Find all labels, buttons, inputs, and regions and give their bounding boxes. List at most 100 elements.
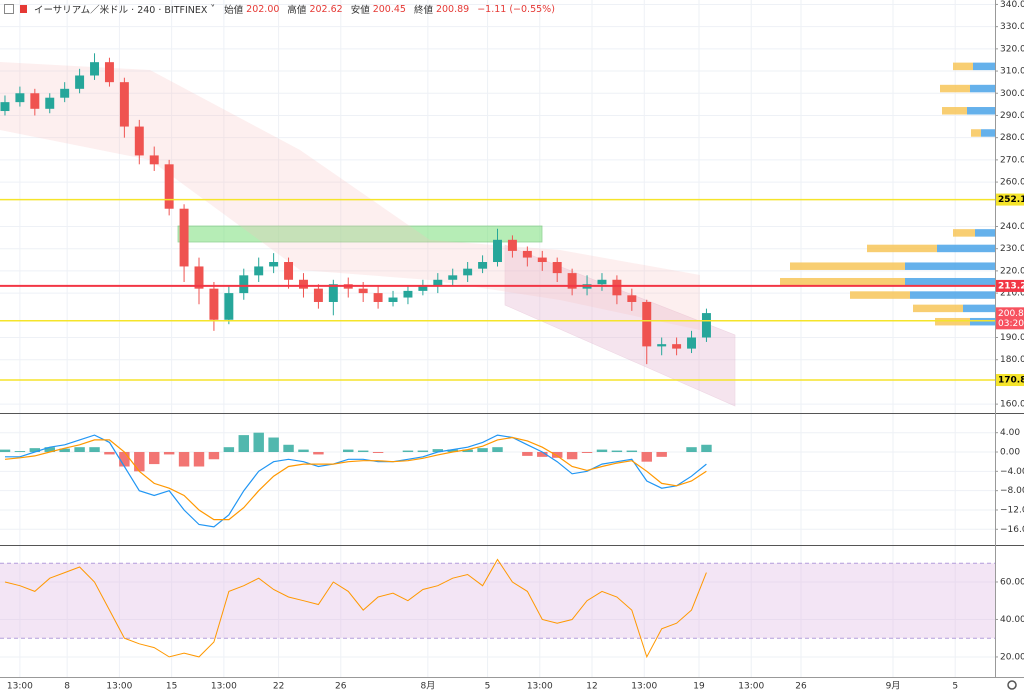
ichimoku-cloud bbox=[0, 62, 700, 330]
candle-body bbox=[388, 297, 398, 302]
histogram-bar bbox=[492, 447, 503, 453]
y-tick-label: 290.00 bbox=[1000, 111, 1024, 121]
histogram-bar bbox=[298, 449, 309, 453]
volume-profile-down bbox=[973, 62, 995, 71]
histogram-bar bbox=[134, 452, 145, 472]
candle-body bbox=[328, 284, 338, 302]
rsi-band bbox=[0, 563, 995, 639]
volume-profile-up bbox=[942, 107, 967, 115]
candle-body bbox=[164, 164, 174, 209]
candle-body bbox=[224, 293, 234, 320]
zone-box bbox=[177, 225, 543, 243]
histogram-bar bbox=[432, 449, 444, 453]
candle-body bbox=[104, 62, 114, 83]
candle-body bbox=[298, 279, 308, 289]
y-tick-label: 4.00 bbox=[1000, 428, 1020, 438]
y-tick-label: 240.00 bbox=[1000, 222, 1024, 232]
y-tick-label: −4.00 bbox=[1000, 467, 1024, 477]
volume-profile-down bbox=[905, 262, 995, 270]
candle-body bbox=[119, 82, 129, 127]
y-tick-label: 340.00 bbox=[1000, 0, 1024, 10]
y-tick-label: 190.00 bbox=[1000, 333, 1024, 343]
ohlc-name: 安値 bbox=[350, 5, 370, 16]
candle-body bbox=[15, 93, 25, 103]
candle-body bbox=[134, 126, 144, 156]
candle-body bbox=[358, 288, 368, 294]
candle-body bbox=[642, 301, 652, 347]
histogram-bar bbox=[44, 447, 55, 453]
candle-body bbox=[612, 279, 622, 296]
level-label: 252.12 bbox=[998, 195, 1024, 205]
x-tick-label: 9月 bbox=[886, 681, 901, 692]
volume-profile-up bbox=[867, 244, 937, 253]
volume-profile-up bbox=[850, 291, 910, 299]
collapse-icon[interactable] bbox=[4, 4, 14, 14]
ohlc-value: 200.45 bbox=[372, 3, 406, 15]
candle-body bbox=[313, 288, 323, 302]
y-tick-label: −8.00 bbox=[1000, 486, 1024, 496]
x-tick-label: 22 bbox=[273, 682, 284, 692]
histogram-bar bbox=[74, 447, 85, 453]
volume-profile-down bbox=[905, 277, 995, 286]
histogram-bar bbox=[701, 444, 712, 453]
last-price-label: 200.89 bbox=[998, 309, 1024, 319]
level-label-bg bbox=[996, 193, 1024, 206]
candle-body bbox=[269, 262, 279, 267]
candle-body bbox=[627, 295, 637, 302]
volume-profile-up bbox=[953, 62, 973, 71]
ohlc-name: 始値 bbox=[224, 5, 244, 16]
candle-body bbox=[254, 266, 264, 276]
y-tick-label: 310.00 bbox=[1000, 67, 1024, 77]
volume-profile-down bbox=[975, 229, 995, 237]
grid-layer bbox=[0, 0, 995, 677]
y-tick-label: 20.00 bbox=[1000, 652, 1024, 662]
histogram-bar bbox=[611, 450, 623, 453]
y-tick-label: 160.00 bbox=[1000, 400, 1024, 410]
level-label: 213.23 bbox=[998, 281, 1024, 291]
x-tick-label: 13:00 bbox=[211, 682, 237, 692]
candle-body bbox=[507, 239, 517, 251]
countdown-label: 03:20:59 bbox=[998, 319, 1024, 329]
candle-body bbox=[239, 275, 249, 294]
y-tick-label: 270.00 bbox=[1000, 155, 1024, 165]
histogram-bar bbox=[357, 450, 369, 453]
x-tick-label: 26 bbox=[795, 682, 807, 692]
level-label: 170.85 bbox=[998, 376, 1024, 386]
volume-profile-up bbox=[935, 317, 970, 326]
marks-layer bbox=[0, 53, 995, 659]
x-tick-label: 13:00 bbox=[106, 682, 132, 692]
histogram-bar bbox=[537, 452, 548, 457]
candle-body bbox=[60, 88, 70, 98]
histogram-bar bbox=[343, 449, 354, 453]
y-tick-label: 330.00 bbox=[1000, 22, 1024, 32]
candle-body bbox=[448, 275, 458, 280]
histogram-bar bbox=[253, 432, 264, 453]
histogram-bar bbox=[149, 452, 160, 465]
histogram-bar bbox=[656, 452, 667, 457]
histogram-bar bbox=[0, 449, 11, 453]
level-label-bg bbox=[996, 279, 1024, 292]
histogram-bar bbox=[178, 452, 190, 467]
histogram-bar bbox=[313, 452, 324, 455]
ohlc-name: 高値 bbox=[287, 5, 307, 16]
ohlc-value: 202.00 bbox=[246, 3, 280, 15]
candle-body bbox=[701, 313, 711, 338]
histogram-bar bbox=[163, 452, 175, 455]
volume-profile-up bbox=[913, 304, 963, 313]
x-tick-label: 19 bbox=[693, 682, 705, 692]
candle-body bbox=[0, 102, 10, 112]
histogram-bar bbox=[283, 444, 294, 453]
histogram-bar bbox=[238, 435, 249, 453]
histogram-bar bbox=[551, 452, 563, 458]
settings-icon[interactable] bbox=[1007, 680, 1017, 690]
symbol-title: イーサリアム／米ドル · 240 · BITFINEX bbox=[34, 5, 208, 16]
rsi-line bbox=[4, 558, 707, 659]
volume-profile-up bbox=[790, 262, 905, 270]
dropdown-caret[interactable]: ˅ bbox=[210, 3, 216, 15]
y-tick-label: 60.00 bbox=[1000, 577, 1024, 587]
volume-profile-down bbox=[937, 244, 995, 253]
y-tick-label: 320.00 bbox=[1000, 44, 1024, 54]
x-tick-label: 8月 bbox=[420, 681, 435, 692]
legend-header: イーサリアム／米ドル · 240 · BITFINEX ˅ 始値 202.00 高… bbox=[4, 2, 560, 16]
